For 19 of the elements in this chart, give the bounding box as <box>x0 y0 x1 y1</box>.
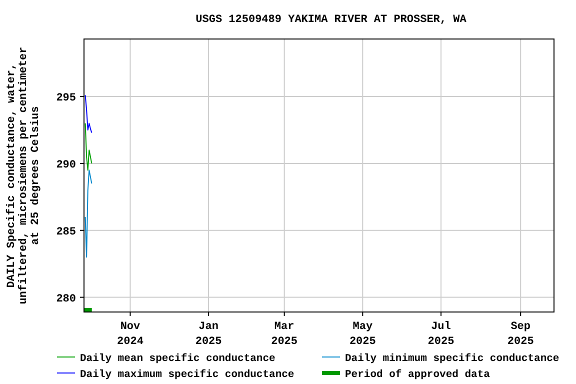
line-series <box>84 94 92 134</box>
y-axis-title: DAILY Specific conductance, water, unfiltered, microsiemens per centimeter at 25 degrees Celsius <box>5 46 42 304</box>
y-tick-label: 280 <box>56 293 76 306</box>
legend-label: Period of approved data <box>345 369 491 381</box>
x-tick-label: Jul 2025 <box>428 321 455 348</box>
y-tick-label: 290 <box>56 159 76 172</box>
chart-title: USGS 12509489 YAKIMA RIVER AT PROSSER, WA <box>196 14 467 26</box>
x-tick-label: Nov 2024 <box>117 321 144 348</box>
x-tick-label: Sep 2025 <box>507 321 534 348</box>
legend-label: Daily minimum specific conductance <box>345 353 560 365</box>
x-tick-label: May 2025 <box>349 321 376 348</box>
legend-label: Daily mean specific conductance <box>80 353 276 365</box>
line-series <box>84 122 92 171</box>
line-series <box>84 170 92 258</box>
x-tick-label: Mar 2025 <box>271 321 298 348</box>
y-tick-label: 295 <box>56 92 76 105</box>
legend-label: Daily maximum specific conductance <box>80 369 294 381</box>
y-tick-label: 285 <box>56 226 76 238</box>
x-tick-label: Jan 2025 <box>195 321 222 348</box>
